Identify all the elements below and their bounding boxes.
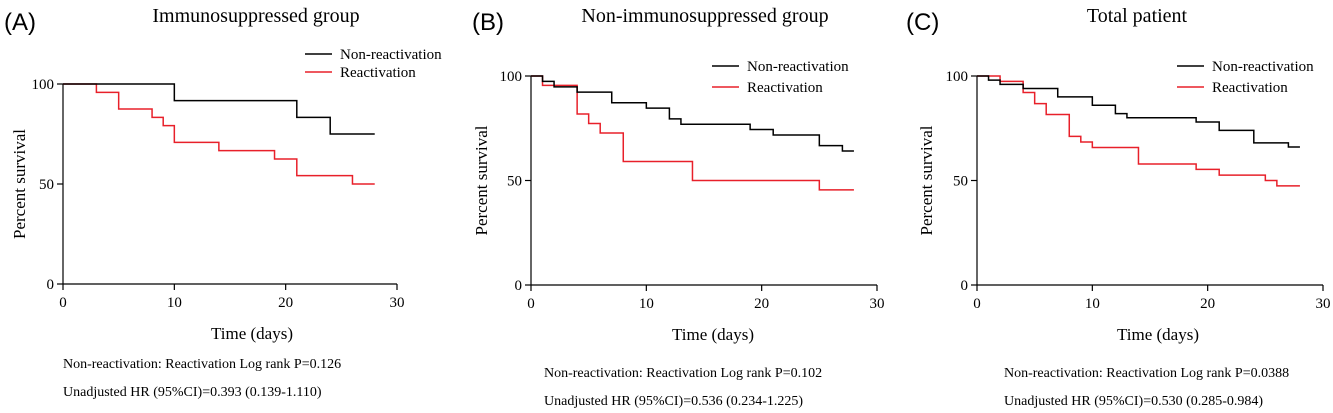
series-line-non-reactivation — [977, 75, 1300, 148]
stat-annotation: Unadjusted HR (95%CI)=0.530 (0.285-0.984… — [1004, 394, 1263, 409]
chart-panel-2: (C) Total patient 0 10 20 30 0 50 100 Time (days)… — [906, 5, 1331, 409]
x-tick-label: 10 — [1085, 296, 1100, 312]
y-tick-label: 0 — [47, 277, 55, 293]
chart-title: Total patient — [1087, 5, 1188, 27]
x-tick-label: 20 — [278, 295, 293, 311]
legend-label: Reactivation — [747, 80, 823, 96]
stat-annotation: Non-reactivation: Reactivation Log rank … — [544, 366, 822, 381]
series-line-reactivation — [977, 75, 1300, 187]
stat-annotation: Non-reactivation: Reactivation Log rank … — [1004, 366, 1289, 381]
y-tick-label: 50 — [953, 174, 968, 190]
x-tick-label: 10 — [167, 295, 182, 311]
x-axis-label: Time (days) — [1117, 325, 1199, 344]
stat-annotation: Non-reactivation: Reactivation Log rank … — [63, 357, 341, 372]
legend-label: Non-reactivation — [1212, 59, 1314, 75]
legend-label: Non-reactivation — [747, 59, 849, 75]
x-tick-label: 0 — [59, 295, 67, 311]
x-axis-label: Time (days) — [211, 324, 293, 343]
chart-title: Non-immunosuppressed group — [581, 5, 828, 27]
x-tick-label: 30 — [1316, 296, 1331, 312]
panel-letter: (C) — [906, 9, 939, 36]
chart-panel-0: (A) Immunosuppressed group 0 10 20 30 0 50 100 Ti… — [4, 5, 442, 400]
y-tick-label: 100 — [500, 69, 523, 85]
series-line-non-reactivation — [63, 83, 375, 135]
x-tick-label: 30 — [870, 296, 885, 312]
legend-label: Non-reactivation — [340, 47, 442, 63]
chart-title: Immunosuppressed group — [152, 5, 359, 27]
series-line-reactivation — [63, 83, 375, 185]
y-tick-label: 0 — [515, 278, 523, 294]
legend-label: Reactivation — [340, 65, 416, 81]
series-line-reactivation — [531, 75, 854, 191]
y-tick-label: 50 — [39, 177, 54, 193]
y-tick-label: 0 — [961, 278, 969, 294]
x-tick-label: 0 — [527, 296, 535, 312]
legend-label: Reactivation — [1212, 80, 1288, 96]
y-tick-label: 100 — [32, 77, 55, 93]
x-tick-label: 20 — [754, 296, 769, 312]
y-axis-label: Percent survival — [10, 129, 29, 239]
series-line-non-reactivation — [531, 75, 854, 152]
y-axis-label: Percent survival — [472, 125, 491, 235]
chart-panel-1: (B) Non-immunosuppressed group 0 10 20 30 0 50 1… — [472, 5, 885, 409]
x-tick-label: 20 — [1200, 296, 1215, 312]
y-axis-label: Percent survival — [917, 125, 936, 235]
y-tick-label: 50 — [507, 174, 522, 190]
panel-letter: (B) — [472, 9, 504, 36]
stat-annotation: Unadjusted HR (95%CI)=0.393 (0.139-1.110… — [63, 385, 322, 400]
stat-annotation: Unadjusted HR (95%CI)=0.536 (0.234-1.225… — [544, 394, 803, 409]
x-tick-label: 10 — [639, 296, 654, 312]
x-axis-label: Time (days) — [672, 325, 754, 344]
x-tick-label: 0 — [973, 296, 981, 312]
x-tick-label: 30 — [390, 295, 405, 311]
y-tick-label: 100 — [946, 69, 969, 85]
panel-letter: (A) — [4, 9, 36, 36]
